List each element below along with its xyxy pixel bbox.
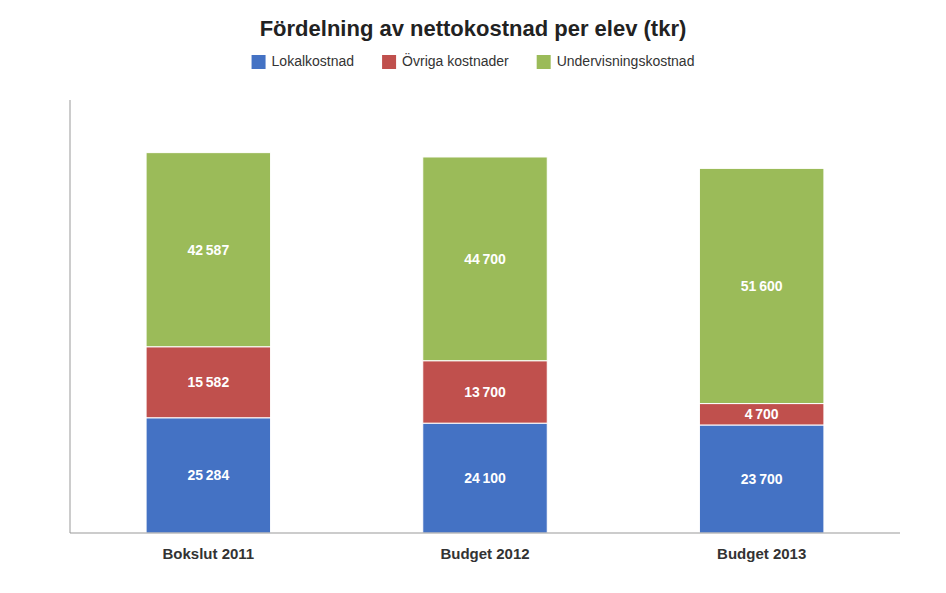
legend-swatch bbox=[382, 55, 396, 69]
chart-root: Fördelning av nettokostnad per elev (tkr… bbox=[0, 0, 946, 593]
axes: Bokslut 2011 Budget 2012 Budget 2013 bbox=[70, 100, 900, 562]
x-tick-label: Budget 2013 bbox=[717, 545, 806, 562]
bars bbox=[146, 153, 824, 533]
bar-segment bbox=[699, 404, 824, 425]
data-label: 24 100 bbox=[464, 470, 506, 486]
data-label: 4 700 bbox=[745, 406, 779, 422]
data-label: 42 587 bbox=[187, 242, 229, 258]
data-label: 23 700 bbox=[741, 471, 783, 487]
data-label: 25 284 bbox=[187, 467, 229, 483]
bar-segment bbox=[699, 168, 824, 403]
legend-swatch bbox=[252, 55, 266, 69]
chart-svg: Fördelning av nettokostnad per elev (tkr… bbox=[0, 0, 946, 593]
data-labels: 25 284 15 582 42 587 24 100 13 700 44 700 23 7… bbox=[187, 242, 782, 487]
data-label: 44 700 bbox=[464, 251, 506, 267]
legend-swatch bbox=[537, 55, 551, 69]
bar-segment bbox=[423, 423, 548, 533]
bar-segment bbox=[146, 153, 270, 347]
data-label: 51 600 bbox=[741, 278, 783, 294]
bar-segment bbox=[146, 347, 270, 418]
title: Fördelning av nettokostnad per elev (tkr… bbox=[260, 16, 687, 41]
x-tick-label: Budget 2012 bbox=[440, 545, 529, 562]
y-axis-line bbox=[70, 100, 71, 533]
data-label: 15 582 bbox=[187, 374, 229, 390]
bar-segment bbox=[423, 157, 548, 361]
x-axis-line bbox=[70, 533, 900, 534]
legend-label: Övriga kostnader bbox=[402, 52, 509, 69]
legend-label: Undervisningskostnad bbox=[557, 53, 695, 69]
legend: Lokalkostnad Övriga kostnader Undervisning… bbox=[252, 52, 695, 69]
data-label: 13 700 bbox=[464, 384, 506, 400]
bar-segment bbox=[423, 361, 548, 423]
bar-segment bbox=[699, 425, 824, 533]
x-tick-label: Bokslut 2011 bbox=[162, 545, 254, 562]
legend-label: Lokalkostnad bbox=[272, 53, 355, 69]
bar-segment bbox=[146, 418, 270, 533]
